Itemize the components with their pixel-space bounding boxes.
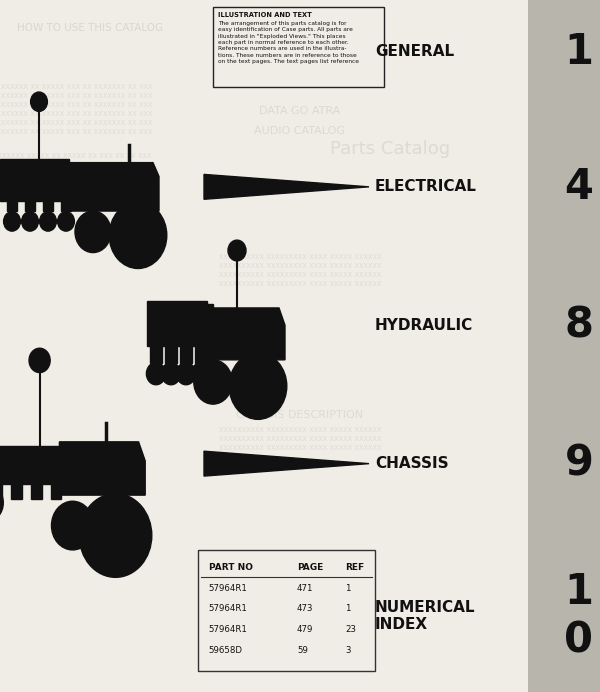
- Text: 479: 479: [297, 625, 313, 635]
- Text: 57964R1: 57964R1: [209, 604, 248, 614]
- Polygon shape: [31, 484, 41, 499]
- Text: xxxxxxxx xx xxxxx xxx xx xxxxxxx xx xxx: xxxxxxxx xx xxxxx xxx xx xxxxxxx xx xxx: [0, 91, 152, 100]
- Polygon shape: [11, 484, 22, 499]
- Polygon shape: [25, 201, 35, 211]
- Text: 3: 3: [345, 646, 350, 655]
- FancyBboxPatch shape: [528, 0, 600, 692]
- Text: xxxxxxxxxx xxxxxxxxx xxxx xxxxx xxxxxx: xxxxxxxxxx xxxxxxxxx xxxx xxxxx xxxxxx: [219, 442, 381, 452]
- Text: CHASSIS DESCRIPTION: CHASSIS DESCRIPTION: [236, 410, 364, 420]
- Text: xxxxxxx xxxxx xx xxxxx xx xxx xx xx xxx: xxxxxxx xxxxx xx xxxxx xx xxx xx xx xxx: [0, 151, 151, 161]
- Text: GENERAL: GENERAL: [375, 44, 454, 60]
- Text: xxxxxxxx xx xxxxx xxx xx xxxxxxx xx xxx: xxxxxxxx xx xxxxx xxx xx xxxxxxx xx xxx: [0, 127, 152, 136]
- Text: 471: 471: [297, 583, 314, 593]
- Text: 8: 8: [565, 304, 593, 346]
- Circle shape: [228, 240, 246, 261]
- Circle shape: [79, 493, 152, 577]
- Text: 473: 473: [297, 604, 314, 614]
- Circle shape: [31, 92, 47, 111]
- Text: ILLUSTRATION AND TEXT: ILLUSTRATION AND TEXT: [218, 12, 311, 19]
- Text: xxxxxxx xxxxx xx xxxxx xx xxx xx xx xxx: xxxxxxx xxxxx xx xxxxx xx xxx xx xx xxx: [0, 160, 151, 170]
- Text: 1: 1: [345, 604, 350, 614]
- Circle shape: [75, 211, 111, 253]
- Text: DATA GO ATRA: DATA GO ATRA: [259, 106, 341, 116]
- Polygon shape: [69, 163, 159, 211]
- Text: xxxxxxxx xx xxxxx xxx xx xxxxxxx xx xxx: xxxxxxxx xx xxxxx xxx xx xxxxxxx xx xxx: [0, 109, 152, 118]
- Text: 1: 1: [345, 583, 350, 593]
- Circle shape: [229, 353, 287, 419]
- Text: 57964R1: 57964R1: [209, 583, 248, 593]
- Text: xxxxxxxxxx xxxxxxxxx xxxx xxxxx xxxxxx: xxxxxxxxxx xxxxxxxxx xxxx xxxxx xxxxxx: [219, 433, 381, 443]
- Polygon shape: [195, 346, 207, 363]
- Polygon shape: [150, 346, 162, 363]
- Text: xxxxxxx xxxxx xx xxxxx xx xxx xx xx xxx: xxxxxxx xxxxx xx xxxxx xx xxx xx xx xxx: [0, 196, 151, 206]
- Text: xxxxxxxxxx xxxxxxxxx xxxx xxxxx xxxxxx: xxxxxxxxxx xxxxxxxxx xxxx xxxxx xxxxxx: [219, 278, 381, 288]
- Polygon shape: [51, 484, 61, 499]
- Text: AUDIO CATALOG: AUDIO CATALOG: [254, 127, 346, 136]
- Polygon shape: [180, 346, 192, 363]
- Polygon shape: [0, 446, 66, 484]
- Text: xxxxxxx xxxxx xx xxxxx xx xxx xx xx xxx: xxxxxxx xxxxx xx xxxxx xx xxx xx xx xxx: [0, 169, 151, 179]
- Polygon shape: [43, 201, 53, 211]
- Circle shape: [146, 363, 166, 385]
- Polygon shape: [0, 159, 69, 201]
- Circle shape: [58, 212, 74, 231]
- Polygon shape: [204, 174, 369, 199]
- Polygon shape: [7, 201, 17, 211]
- Text: The arrangement of this parts catalog is for
easy identification of Case parts. : The arrangement of this parts catalog is…: [218, 21, 359, 64]
- Text: PART NO: PART NO: [209, 563, 253, 572]
- Text: xxxxxxxxxx xxxxxxxxx xxxx xxxxx xxxxxx: xxxxxxxxxx xxxxxxxxx xxxx xxxxx xxxxxx: [219, 424, 381, 434]
- Text: CHASSIS: CHASSIS: [375, 456, 449, 471]
- Circle shape: [176, 363, 196, 385]
- FancyBboxPatch shape: [198, 550, 375, 671]
- Polygon shape: [61, 201, 71, 211]
- Text: xxxxxxx xxxxx xx xxxxx xx xxx xx xx xxx: xxxxxxx xxxxx xx xxxxx xx xxx xx xx xxx: [0, 187, 151, 197]
- Polygon shape: [59, 442, 145, 495]
- Text: 0: 0: [565, 619, 593, 661]
- Text: xxxxxxxx xx xxxxx xxx xx xxxxxxx xx xxx: xxxxxxxx xx xxxxx xxx xx xxxxxxx xx xxx: [0, 100, 152, 109]
- Polygon shape: [147, 301, 207, 346]
- Text: PAGE: PAGE: [297, 563, 323, 572]
- Text: xxxxxxx xxxxx xx xxxxx xx xxx xx xx xxx: xxxxxxx xxxxx xx xxxxx xx xxx xx xx xxx: [0, 178, 151, 188]
- Circle shape: [0, 484, 3, 522]
- Circle shape: [29, 348, 50, 372]
- FancyBboxPatch shape: [213, 7, 384, 86]
- Circle shape: [194, 360, 232, 404]
- Text: 57964R1: 57964R1: [209, 625, 248, 635]
- Circle shape: [52, 501, 94, 550]
- Text: 1: 1: [565, 31, 593, 73]
- Circle shape: [161, 363, 181, 385]
- Text: ELECTRICAL: ELECTRICAL: [375, 179, 477, 194]
- Text: 4: 4: [565, 166, 593, 208]
- Circle shape: [109, 202, 167, 268]
- Circle shape: [191, 363, 211, 385]
- Text: 9: 9: [565, 443, 593, 484]
- Circle shape: [4, 212, 20, 231]
- Text: xxxxxxxx xx xxxxx xxx xx xxxxxxx xx xxx: xxxxxxxx xx xxxxx xxx xx xxxxxxx xx xxx: [0, 118, 152, 127]
- Polygon shape: [204, 304, 213, 374]
- Polygon shape: [204, 451, 369, 476]
- Text: 59: 59: [297, 646, 308, 655]
- Circle shape: [22, 212, 38, 231]
- Text: Parts Catalog: Parts Catalog: [330, 140, 450, 158]
- Text: xxxxxxxxxx xxxxxxxxx xxxx xxxxx xxxxxx: xxxxxxxxxx xxxxxxxxx xxxx xxxxx xxxxxx: [219, 260, 381, 270]
- Text: HYDRAULIC: HYDRAULIC: [375, 318, 473, 333]
- Text: 23: 23: [345, 625, 356, 635]
- Polygon shape: [207, 308, 285, 360]
- Text: xxxxxxxx xx xxxxx xxx xx xxxxxxx xx xxx: xxxxxxxx xx xxxxx xxx xx xxxxxxx xx xxx: [0, 82, 152, 91]
- Text: NUMERICAL
INDEX: NUMERICAL INDEX: [375, 600, 476, 632]
- Text: 59658D: 59658D: [209, 646, 243, 655]
- Text: REF: REF: [345, 563, 364, 572]
- Polygon shape: [0, 484, 2, 499]
- Text: 1: 1: [565, 571, 593, 612]
- Polygon shape: [165, 346, 177, 363]
- Text: xxxxxxxxxx xxxxxxxxx xxxx xxxxx xxxxxx: xxxxxxxxxx xxxxxxxxx xxxx xxxxx xxxxxx: [219, 251, 381, 261]
- Text: HOW TO USE THIS CATALOG: HOW TO USE THIS CATALOG: [17, 23, 163, 33]
- Text: xxxxxxxxxx xxxxxxxxx xxxx xxxxx xxxxxx: xxxxxxxxxx xxxxxxxxx xxxx xxxxx xxxxxx: [219, 269, 381, 279]
- Circle shape: [40, 212, 56, 231]
